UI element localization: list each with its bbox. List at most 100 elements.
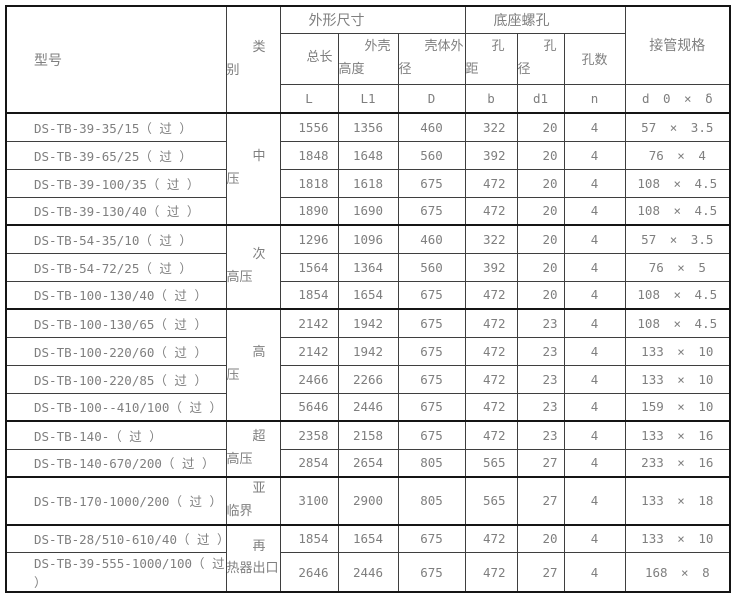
total-length-cell: 2466 bbox=[279, 364, 339, 394]
hole-dia-cell: 23 bbox=[516, 308, 565, 338]
total-length-cell: 1296 bbox=[279, 224, 339, 254]
hole-dia-cell: 20 bbox=[516, 112, 565, 142]
hole-dia-cell: 23 bbox=[516, 392, 565, 422]
shell-height-cell: 1942 bbox=[337, 308, 399, 338]
shell-od-cell: 560 bbox=[397, 252, 466, 282]
header-hole-count: 孔数 bbox=[563, 32, 626, 85]
header-hole-dia: 孔 径 bbox=[516, 32, 565, 85]
shell-height-cell: 2446 bbox=[337, 392, 399, 422]
total-length-cell: 1854 bbox=[279, 523, 339, 553]
hole-dia-cell: 27 bbox=[516, 476, 565, 525]
total-length-cell: 2854 bbox=[279, 448, 339, 478]
shell-od-cell: 560 bbox=[397, 140, 466, 170]
pipe-spec-cell: 233 × 16 bbox=[624, 448, 731, 478]
shell-height-cell: 2900 bbox=[337, 476, 399, 525]
hole-dia-cell: 20 bbox=[516, 252, 565, 282]
spec-table: 型号 类 别 外形尺寸 底座螺孔 接管规格 总长 外壳 高度 壳体外 径 孔 距… bbox=[5, 5, 731, 593]
table-row: DS-TB-100-130/65（ 过 ）高 压 2142 1942 675 472 23… bbox=[5, 308, 731, 422]
shell-height-cell: 2446 bbox=[337, 552, 399, 593]
header-model: 型号 bbox=[5, 5, 227, 114]
pipe-spec-cell: 108 × 4.5 bbox=[624, 168, 731, 198]
table-row: DS-TB-140-（ 过 ）超 高压 2358 2158 675 472 23 4 133 … bbox=[5, 420, 731, 478]
category-cell: 次 高压 bbox=[225, 224, 281, 310]
hole-pitch-cell: 472 bbox=[464, 552, 518, 593]
shell-od-cell: 675 bbox=[397, 552, 466, 593]
hole-dia-cell: 23 bbox=[516, 336, 565, 366]
model-cell: DS-TB-100-130/65（ 过 ） bbox=[5, 308, 227, 338]
header-symbol-pipe-spec: d 0 × δ bbox=[624, 83, 731, 114]
hole-count-cell: 4 bbox=[563, 112, 626, 142]
header-dimensions-group: 外形尺寸 bbox=[279, 5, 466, 34]
header-symbol-L: L bbox=[279, 83, 339, 114]
table-row: DS-TB-100-220/60（ 过 ） 2142 1942 675 472 23 4 13… bbox=[5, 336, 731, 366]
table-row: DS-TB-39-65/25（ 过 ） 1848 1648 560 392 20 4 76 ×… bbox=[5, 140, 731, 170]
model-cell: DS-TB-39-555-1000/100（ 过 ） bbox=[5, 552, 227, 593]
pipe-spec-cell: 133 × 10 bbox=[624, 336, 731, 366]
hole-dia-cell: 27 bbox=[516, 552, 565, 593]
hole-dia-cell: 20 bbox=[516, 196, 565, 226]
header-row-groups: 型号 类 别 外形尺寸 底座螺孔 接管规格 bbox=[5, 5, 731, 114]
header-shell-height: 外壳 高度 bbox=[337, 32, 399, 85]
hole-pitch-cell: 472 bbox=[464, 280, 518, 310]
hole-count-cell: 4 bbox=[563, 140, 626, 170]
total-length-cell: 1848 bbox=[279, 140, 339, 170]
shell-od-cell: 675 bbox=[397, 523, 466, 553]
total-length-cell: 2142 bbox=[279, 336, 339, 366]
hole-pitch-cell: 565 bbox=[464, 448, 518, 478]
hole-dia-cell: 23 bbox=[516, 420, 565, 450]
shell-od-cell: 675 bbox=[397, 392, 466, 422]
hole-dia-cell: 20 bbox=[516, 224, 565, 254]
hole-pitch-cell: 322 bbox=[464, 224, 518, 254]
hole-dia-cell: 20 bbox=[516, 168, 565, 198]
shell-height-cell: 1648 bbox=[337, 140, 399, 170]
hole-dia-cell: 20 bbox=[516, 280, 565, 310]
shell-height-cell: 1356 bbox=[337, 112, 399, 142]
table-body: DS-TB-39-35/15（ 过 ）中 压 1556 1356 460 322 20 4 5… bbox=[5, 112, 731, 593]
shell-od-cell: 675 bbox=[397, 196, 466, 226]
total-length-cell: 5646 bbox=[279, 392, 339, 422]
header-row-names: 总长 外壳 高度 壳体外 径 孔 距 孔 径 孔数 bbox=[6, 32, 730, 85]
model-cell: DS-TB-39-100/35（ 过 ） bbox=[5, 168, 227, 198]
model-cell: DS-TB-140-（ 过 ） bbox=[5, 420, 227, 450]
category-cell: 高 压 bbox=[225, 308, 281, 422]
header-symbol-D: D bbox=[397, 83, 466, 114]
shell-od-cell: 805 bbox=[397, 448, 466, 478]
table-row: DS-TB-100--410/100（ 过 ） 5646 2446 675 472 23 4… bbox=[5, 392, 731, 422]
hole-pitch-cell: 565 bbox=[464, 476, 518, 525]
header-symbol-d1: d1 bbox=[516, 83, 565, 114]
pipe-spec-cell: 76 × 4 bbox=[624, 140, 731, 170]
model-cell: DS-TB-170-1000/200（ 过 ） bbox=[5, 476, 227, 525]
shell-od-cell: 675 bbox=[397, 336, 466, 366]
total-length-cell: 3100 bbox=[279, 476, 339, 525]
total-length-cell: 2646 bbox=[279, 552, 339, 593]
table-row: DS-TB-39-100/35（ 过 ） 1818 1618 675 472 20 4 108… bbox=[5, 168, 731, 198]
pipe-spec-cell: 168 × 8 bbox=[624, 552, 731, 593]
shell-height-cell: 1618 bbox=[337, 168, 399, 198]
pipe-spec-cell: 108 × 4.5 bbox=[624, 196, 731, 226]
pipe-spec-cell: 108 × 4.5 bbox=[624, 308, 731, 338]
hole-count-cell: 4 bbox=[563, 280, 626, 310]
model-cell: DS-TB-100--410/100（ 过 ） bbox=[5, 392, 227, 422]
hole-dia-cell: 20 bbox=[516, 140, 565, 170]
model-cell: DS-TB-28/510-610/40（ 过 ） bbox=[5, 523, 227, 553]
header-category: 类 别 bbox=[225, 5, 281, 114]
hole-pitch-cell: 472 bbox=[464, 392, 518, 422]
shell-od-cell: 675 bbox=[397, 420, 466, 450]
hole-count-cell: 4 bbox=[563, 308, 626, 338]
shell-od-cell: 675 bbox=[397, 168, 466, 198]
pipe-spec-cell: 133 × 10 bbox=[624, 523, 731, 553]
hole-count-cell: 4 bbox=[563, 523, 626, 553]
table-row: DS-TB-39-35/15（ 过 ）中 压 1556 1356 460 322 20 4 5… bbox=[5, 112, 731, 226]
hole-pitch-cell: 392 bbox=[464, 140, 518, 170]
shell-od-cell: 675 bbox=[397, 364, 466, 394]
header-base-holes-group: 底座螺孔 bbox=[464, 5, 626, 34]
hole-count-cell: 4 bbox=[563, 252, 626, 282]
total-length-cell: 1556 bbox=[279, 112, 339, 142]
hole-pitch-cell: 472 bbox=[464, 336, 518, 366]
category-cell: 再 热器出口 bbox=[225, 523, 281, 593]
table-row: DS-TB-39-555-1000/100（ 过 ） 2646 2446 675 472… bbox=[5, 552, 731, 593]
shell-od-cell: 805 bbox=[397, 476, 466, 525]
hole-pitch-cell: 472 bbox=[464, 196, 518, 226]
shell-od-cell: 460 bbox=[397, 224, 466, 254]
